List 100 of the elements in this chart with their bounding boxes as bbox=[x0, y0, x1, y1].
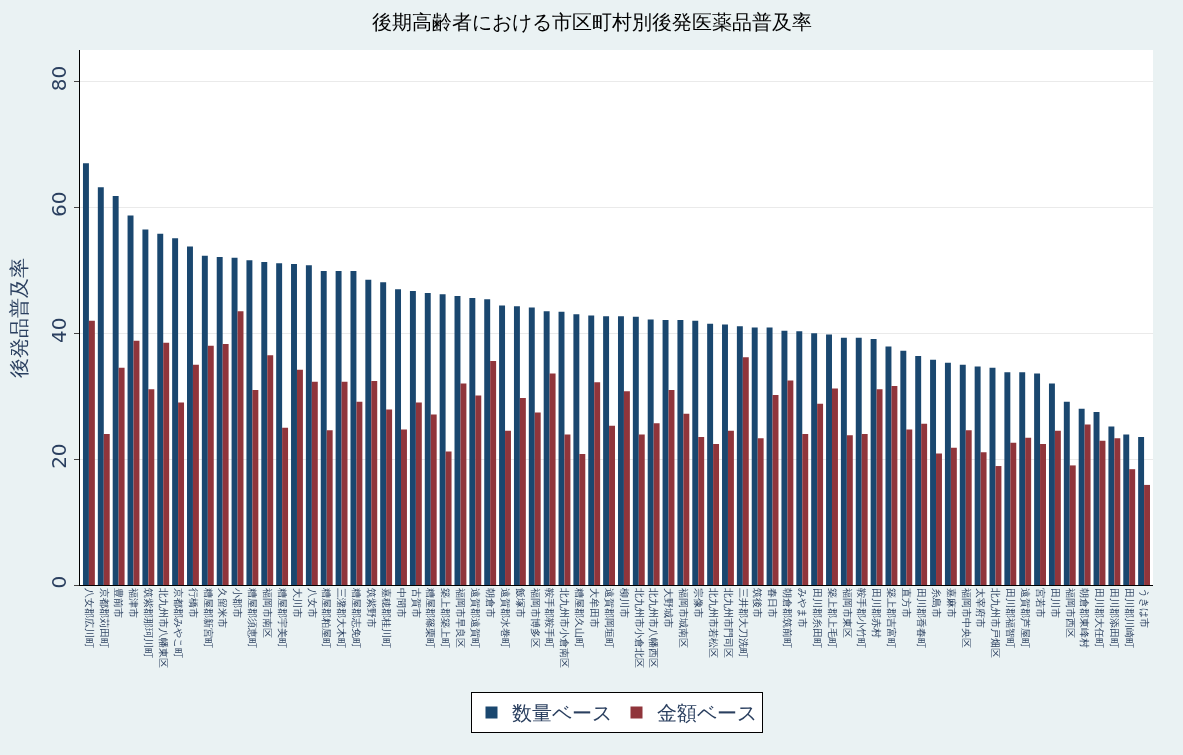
bar bbox=[424, 292, 431, 585]
bar bbox=[534, 412, 541, 585]
x-tick-label: 柳川市 bbox=[618, 588, 630, 618]
bar bbox=[698, 437, 705, 585]
x-tick-label: 豊前市 bbox=[113, 588, 125, 618]
x-tick-label: 田川郡赤村 bbox=[871, 588, 883, 638]
bar bbox=[603, 316, 610, 585]
bar bbox=[647, 319, 654, 585]
bar bbox=[757, 438, 764, 585]
bar bbox=[118, 367, 125, 585]
bar bbox=[395, 289, 402, 585]
bar bbox=[623, 391, 630, 585]
bar bbox=[157, 233, 164, 585]
bar bbox=[267, 355, 274, 585]
x-tick-label: 北九州市八幡西区 bbox=[648, 588, 660, 668]
x-tick-label: 太宰府市 bbox=[975, 588, 987, 628]
bar bbox=[142, 229, 149, 585]
bar bbox=[742, 357, 749, 585]
bar bbox=[1004, 372, 1011, 585]
x-tick-label: 田川郡大任町 bbox=[1094, 588, 1106, 648]
bar bbox=[201, 255, 208, 585]
x-tick-label: 北九州市小倉南区 bbox=[559, 588, 571, 668]
bar bbox=[311, 381, 318, 585]
bar bbox=[564, 434, 571, 585]
bar bbox=[653, 423, 660, 585]
bar bbox=[276, 263, 283, 585]
bar bbox=[82, 163, 89, 585]
x-tick-label: 糸島市 bbox=[930, 588, 942, 618]
bar bbox=[944, 362, 951, 585]
bar bbox=[1078, 408, 1085, 585]
bar bbox=[401, 429, 407, 585]
bar bbox=[885, 346, 892, 585]
x-tick-label: 古賀市 bbox=[410, 588, 422, 618]
bar bbox=[855, 337, 862, 585]
x-tick-label: 遠賀郡遠賀町 bbox=[470, 588, 482, 648]
bar bbox=[216, 257, 223, 585]
bar bbox=[409, 291, 416, 585]
legend-label: 数量ベース bbox=[511, 701, 612, 726]
bar bbox=[707, 323, 714, 585]
bar bbox=[261, 262, 268, 585]
x-tick-label: 糟屋郡新宮町 bbox=[202, 588, 214, 648]
bar bbox=[350, 270, 357, 585]
x-tick-label: 直方市 bbox=[901, 588, 913, 618]
x-tick-label: 京都郡みやこ町 bbox=[172, 588, 184, 658]
legend-label: 金額ベース bbox=[656, 701, 757, 726]
bar bbox=[380, 282, 387, 585]
bar bbox=[222, 343, 229, 585]
x-tick-label: 田川市 bbox=[1049, 588, 1061, 618]
bar bbox=[282, 427, 289, 585]
x-tick-label: 糟屋郡篠栗町 bbox=[425, 588, 437, 648]
bar bbox=[430, 414, 437, 585]
x-tick-label: 筑後市 bbox=[752, 588, 764, 618]
x-tick-label: 福岡市城南区 bbox=[678, 588, 690, 648]
bar bbox=[1123, 434, 1130, 585]
x-tick-label: 朝倉郡東峰村 bbox=[1079, 588, 1091, 648]
x-tick-label: 築上郡上毛町 bbox=[826, 588, 838, 648]
bar bbox=[371, 381, 378, 585]
bar bbox=[796, 331, 803, 585]
bar bbox=[831, 388, 838, 585]
bar bbox=[915, 355, 922, 585]
bar bbox=[475, 395, 482, 585]
bar bbox=[594, 382, 601, 585]
bar bbox=[112, 196, 119, 585]
x-tick-label: 福岡市早良区 bbox=[455, 588, 467, 648]
x-tick-label: 遠賀郡岡垣町 bbox=[603, 588, 615, 648]
x-tick-label: うきは市 bbox=[1138, 588, 1150, 628]
bar bbox=[573, 314, 580, 585]
bar bbox=[207, 345, 214, 585]
bar bbox=[1034, 373, 1041, 585]
bar bbox=[1048, 383, 1055, 585]
bar bbox=[1108, 426, 1115, 585]
x-tick-label: 三潴郡大木町 bbox=[336, 588, 348, 648]
x-tick-label: 久留米市 bbox=[217, 588, 229, 628]
bar bbox=[97, 187, 104, 585]
x-tick-label: 宗像市 bbox=[692, 588, 704, 618]
bar bbox=[906, 429, 913, 585]
bar bbox=[766, 327, 773, 585]
bar bbox=[930, 359, 937, 585]
chart-title: 後期高齢者における市区町村別後発医薬品普及率 bbox=[371, 10, 812, 35]
bar bbox=[950, 447, 957, 585]
bar bbox=[296, 369, 303, 585]
bar bbox=[840, 337, 847, 585]
bar bbox=[1063, 401, 1070, 585]
bar bbox=[252, 389, 259, 585]
x-tick-label: 朝倉市 bbox=[484, 588, 496, 618]
bar bbox=[505, 430, 511, 585]
x-tick-label: 大野城市 bbox=[663, 588, 675, 628]
bar bbox=[246, 260, 253, 585]
bar bbox=[187, 246, 193, 585]
bar bbox=[713, 444, 720, 585]
bar bbox=[543, 311, 550, 585]
x-tick-label: 北九州市門司区 bbox=[722, 588, 734, 658]
bar bbox=[632, 316, 639, 585]
bar bbox=[722, 324, 728, 585]
bar bbox=[415, 402, 422, 585]
bar bbox=[1019, 372, 1026, 585]
x-tick-label: 築上郡築上町 bbox=[440, 588, 452, 648]
bar bbox=[787, 380, 794, 585]
bar bbox=[519, 398, 526, 585]
x-tick-label: 朝倉郡筑前町 bbox=[782, 588, 794, 648]
